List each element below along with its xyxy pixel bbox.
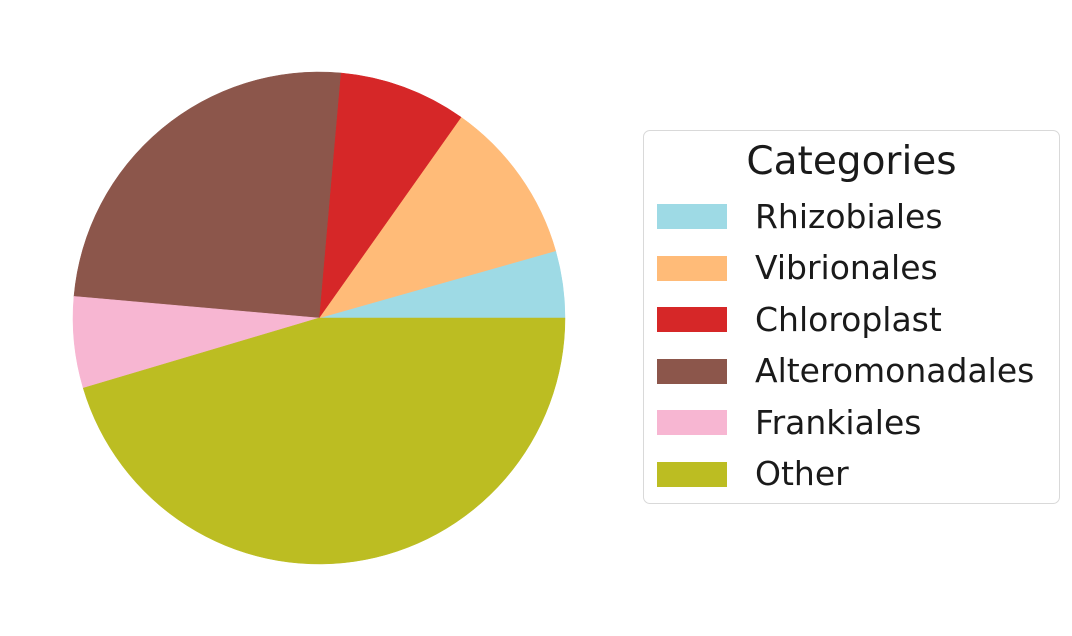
- legend-swatch: [657, 410, 727, 436]
- legend-label: Other: [755, 454, 849, 494]
- legend-swatch: [657, 307, 727, 333]
- legend-title: Categories: [746, 139, 957, 184]
- legend-item-frankiales: Frankiales: [657, 397, 1055, 449]
- legend-swatch: [657, 461, 727, 487]
- legend-item-alteromonadales: Alteromonadales: [657, 346, 1055, 398]
- legend-label: Chloroplast: [755, 299, 942, 339]
- legend-item-chloroplast: Chloroplast: [657, 294, 1055, 346]
- legend-label: Frankiales: [755, 402, 922, 442]
- legend-swatch: [657, 204, 727, 230]
- pie-slice-alteromonadales: [73, 71, 341, 319]
- legend-label: Alteromonadales: [755, 351, 1035, 391]
- legend-item-other: Other: [657, 449, 1055, 501]
- pie-slice-chloroplast: [318, 72, 462, 319]
- legend-items: Rhizobiales Vibrionales Chloroplast Alterom…: [657, 191, 1055, 500]
- pie-slice-vibrionales: [318, 116, 556, 319]
- legend-label: Vibrionales: [755, 248, 938, 288]
- pie-slices: [72, 71, 566, 565]
- legend-swatch: [657, 255, 727, 281]
- legend: Categories Rhizobiales Vibrionales Chlorop…: [643, 130, 1060, 504]
- legend-item-rhizobiales: Rhizobiales: [657, 191, 1055, 243]
- legend-swatch: [657, 358, 727, 384]
- pie-slice-other: [82, 317, 566, 565]
- legend-item-vibrionales: Vibrionales: [657, 243, 1055, 295]
- legend-label: Rhizobiales: [755, 196, 943, 236]
